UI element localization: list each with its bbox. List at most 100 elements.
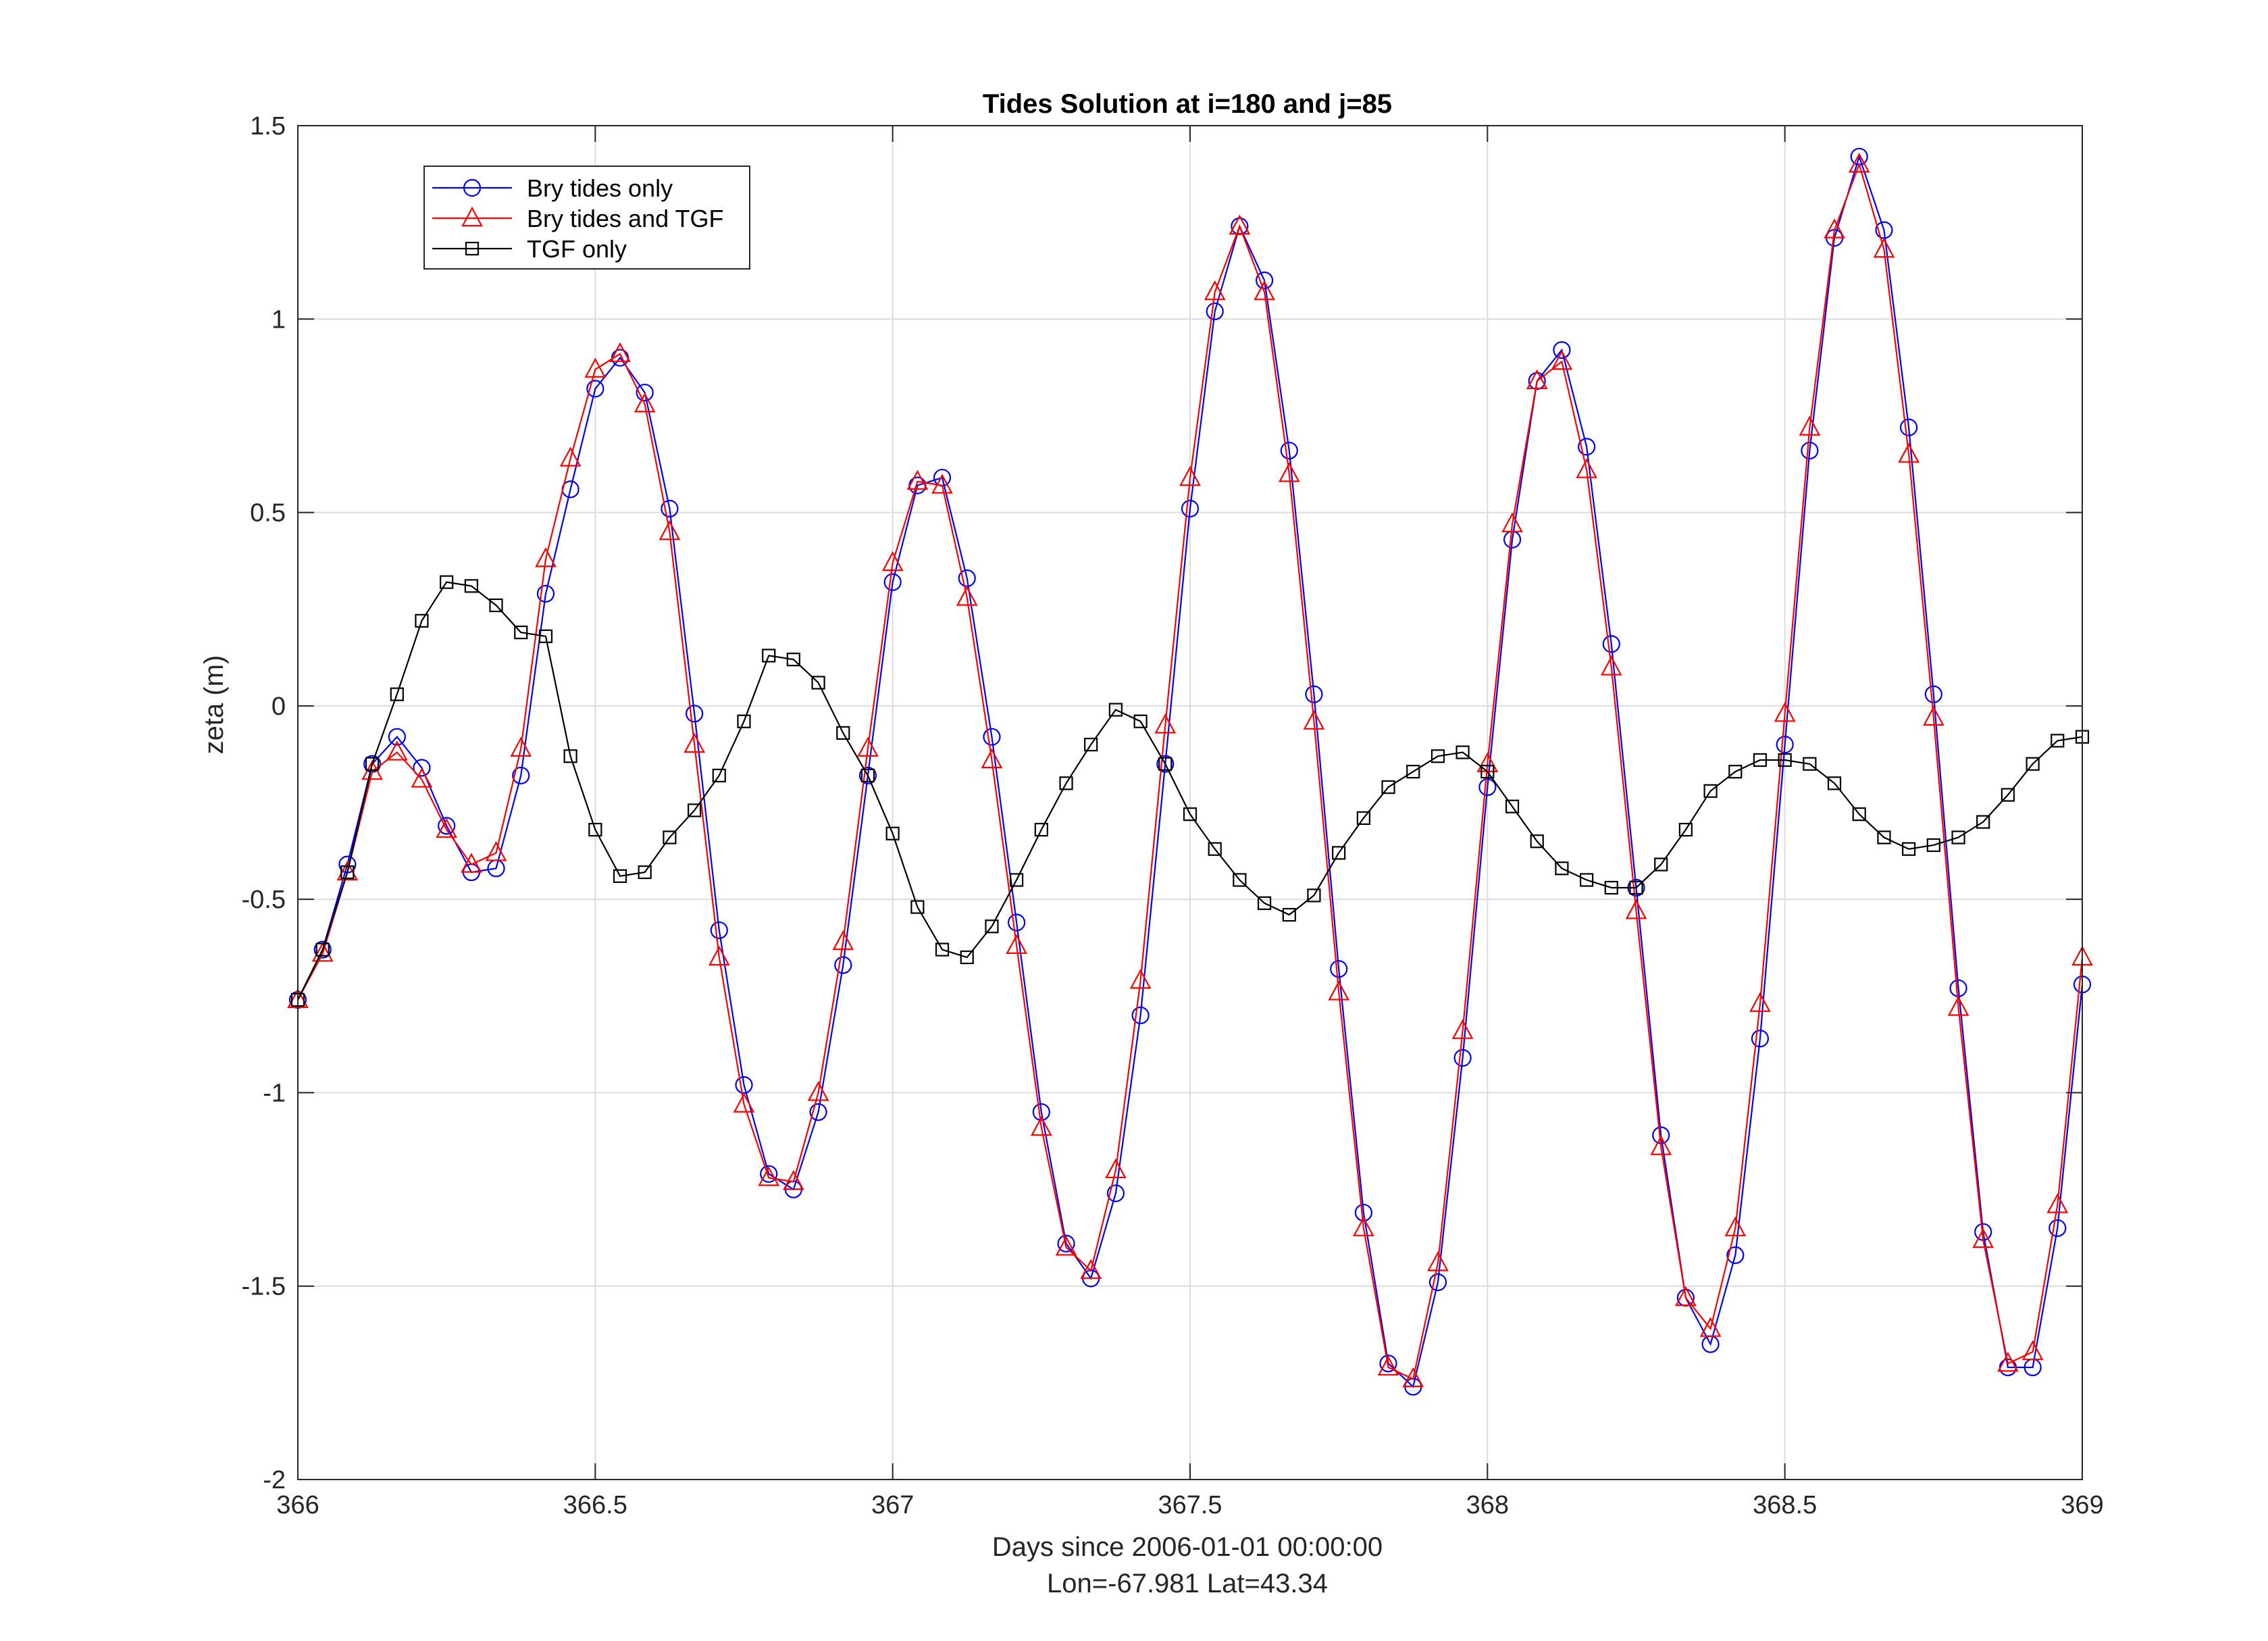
data-point-tgf-only [638,865,652,880]
data-point-bry-tides-and-tgf [1278,461,1300,482]
data-point-tgf-only [1654,857,1668,872]
data-point-bry-tides-and-tgf [906,470,929,490]
legend-label-bry-tides-only: Bry tides only [527,174,673,202]
data-point-tgf-only [1233,873,1247,887]
data-point-bry-tides-only [1032,1103,1050,1121]
data-point-tgf-only [1530,834,1544,849]
legend-label-bry-tides-and-tgf: Bry tides and TGF [527,205,723,232]
data-point-tgf-only [2026,757,2040,771]
data-point-bry-tides-only [313,940,332,959]
data-point-bry-tides-and-tgf [981,748,1003,769]
data-point-bry-tides-only [1379,1355,1397,1373]
data-point-bry-tides-and-tgf [1451,1019,1474,1039]
data-point-bry-tides-only [1801,441,1819,460]
data-point-bry-tides-only [1280,441,1298,460]
data-point-bry-tides-only [1255,271,1274,290]
data-point-bry-tides-and-tgf [807,1081,829,1101]
data-point-tgf-only [1803,757,1817,771]
data-point-bry-tides-only [1776,736,1794,754]
data-point-bry-tides-and-tgf [386,740,408,761]
data-point-tgf-only [1480,765,1495,779]
data-point-tgf-only [2051,734,2065,748]
data-point-bry-tides-and-tgf [1749,992,1771,1012]
data-point-bry-tides-and-tgf [1154,713,1177,734]
data-point-bry-tides-only [438,817,456,835]
data-point-bry-tides-only [1900,418,1918,436]
data-point-bry-tides-only [983,728,1001,746]
data-point-bry-tides-and-tgf [2046,1193,2069,1213]
grid-lines [298,126,2082,1480]
data-point-bry-tides-and-tgf [708,945,730,966]
data-point-bry-tides-and-tgf [1526,369,1548,389]
data-point-bry-tides-only [1330,960,1348,978]
data-point-tgf-only [935,942,950,957]
legend-marker-bry-tides-only [463,178,482,197]
data-point-tgf-only [1431,749,1445,763]
data-point-bry-tides-only [2048,1219,2067,1237]
data-point-bry-tides-only [834,956,852,974]
series-line-bry-tides-and-tgf [297,161,2084,1380]
data-point-tgf-only [1976,815,1990,829]
data-point-bry-tides-and-tgf [336,860,359,881]
data-point-tgf-only [1010,873,1024,887]
data-point-tgf-only [340,865,355,880]
data-point-bry-tides-only [809,1103,827,1121]
legend-label-tgf-only: TGF only [527,235,627,263]
data-point-bry-tides-and-tgf [436,817,458,838]
data-point-bry-tides-only [1354,1203,1372,1222]
data-point-tgf-only [1703,784,1718,798]
x-tick-label: 367 [871,1491,914,1519]
y-tick-label: -2 [263,1466,286,1494]
data-point-tgf-only [588,822,602,837]
data-point-tgf-only [1505,799,1520,813]
data-point-tgf-only [836,726,850,740]
data-point-bry-tides-and-tgf [411,767,433,788]
data-point-bry-tides-only [1106,1184,1125,1203]
data-point-tgf-only [440,575,454,589]
x-tick-label: 369 [2061,1491,2103,1519]
data-point-tgf-only [1257,896,1272,910]
data-point-bry-tides-only [536,584,555,603]
data-point-bry-tides-and-tgf [1625,899,1647,919]
data-point-tgf-only [712,768,726,783]
series-bry-tides-and-tgf [287,152,2093,1388]
data-point-tgf-only [663,830,677,844]
data-point-bry-tides-and-tgf [1824,218,1845,238]
data-point-tgf-only [1133,714,1148,728]
data-point-bry-tides-only [1924,685,1942,703]
x-tick-label: 368.5 [1753,1491,1817,1519]
data-point-tgf-only [860,768,875,783]
data-point-tgf-only [315,942,330,957]
x-tick-label: 366.5 [563,1491,627,1519]
data-point-tgf-only [613,869,627,883]
data-point-tgf-only [1604,880,1618,895]
data-point-bry-tides-and-tgf [2021,1340,2044,1361]
data-point-bry-tides-and-tgf [1353,1216,1374,1236]
data-point-bry-tides-only [760,1165,778,1183]
data-point-bry-tides-and-tgf [311,941,334,962]
data-point-bry-tides-only [1305,685,1323,703]
y-tick-label: -1.5 [242,1273,286,1301]
x-tick-label: 366 [276,1491,319,1519]
data-point-tgf-only [1332,846,1346,860]
data-point-bry-tides-and-tgf [559,447,582,467]
data-point-bry-tides-only [1428,1273,1447,1292]
data-point-tgf-only [1778,753,1792,767]
data-point-bry-tides-and-tgf [1427,1251,1449,1271]
data-point-tgf-only [390,687,404,701]
data-point-bry-tides-and-tgf [1179,465,1201,486]
x-tick-label: 368 [1466,1491,1509,1519]
data-point-bry-tides-only [1131,1006,1150,1025]
data-point-bry-tides-only [710,921,728,940]
data-point-bry-tides-and-tgf [485,841,507,861]
data-point-bry-tides-and-tgf [1699,1317,1722,1337]
data-point-bry-tides-and-tgf [783,1169,804,1190]
data-point-tgf-only [1555,861,1569,876]
data-point-bry-tides-and-tgf [1972,1228,1994,1248]
data-point-tgf-only [1678,822,1693,837]
data-point-bry-tides-only [1206,302,1224,320]
data-point-bry-tides-only [1057,1234,1075,1253]
data-point-tgf-only [786,653,800,667]
data-point-bry-tides-and-tgf [1105,1158,1127,1179]
